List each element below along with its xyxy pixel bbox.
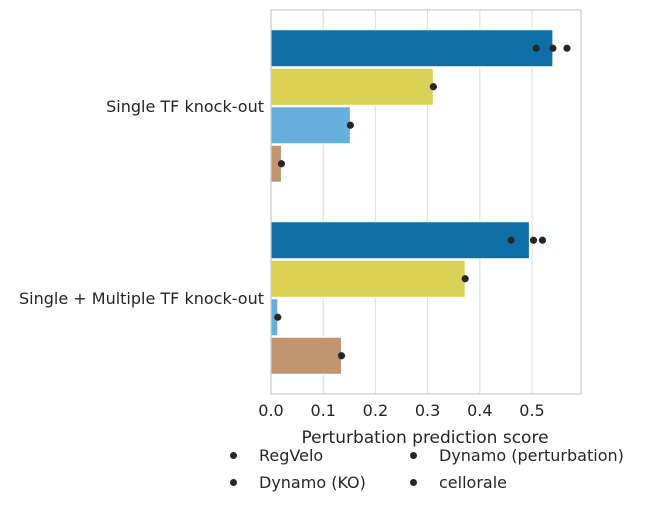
legend-label: Dynamo (perturbation) xyxy=(439,446,624,465)
data-point xyxy=(532,44,540,52)
legend-item-cellorale: cellorale xyxy=(410,473,507,492)
x-tick-labels: 0.0 0.1 0.2 0.3 0.4 0.5 xyxy=(258,401,544,420)
x-tick-label: 0.1 xyxy=(310,401,335,420)
data-point xyxy=(507,236,515,244)
legend-marker xyxy=(230,479,237,486)
x-tick-label: 0.5 xyxy=(519,401,544,420)
legend-item-dynamo-perturbation: Dynamo (perturbation) xyxy=(410,446,624,465)
data-point xyxy=(277,160,286,168)
bar xyxy=(270,221,530,260)
y-category-label: Single + Multiple TF knock-out xyxy=(19,289,264,308)
x-tick-label: 0.3 xyxy=(415,401,440,420)
y-category-label: Single TF knock-out xyxy=(106,97,264,116)
data-point xyxy=(461,275,469,283)
legend-item-regvelo: RegVelo xyxy=(230,446,323,465)
data-point xyxy=(563,44,571,52)
data-point xyxy=(538,236,547,244)
data-point xyxy=(274,313,282,321)
x-tick-label: 0.0 xyxy=(258,401,283,420)
bar xyxy=(270,67,434,106)
bars xyxy=(270,29,554,375)
legend-marker xyxy=(410,479,417,486)
bar xyxy=(270,259,466,298)
x-tick-label: 0.2 xyxy=(363,401,388,420)
data-point xyxy=(429,83,437,91)
bar xyxy=(270,29,554,68)
data-point xyxy=(549,44,557,52)
plot-frame xyxy=(270,9,582,395)
data-point xyxy=(346,121,354,129)
legend-marker xyxy=(230,452,237,459)
legend-label: RegVelo xyxy=(259,446,324,465)
bar xyxy=(270,336,342,375)
y-category-labels: Single TF knock-out Single + Multiple TF … xyxy=(19,97,264,308)
legend-item-dynamo-ko: Dynamo (KO) xyxy=(230,473,366,492)
legend-marker xyxy=(410,452,417,459)
legend-label: cellorale xyxy=(439,473,507,492)
data-point xyxy=(529,236,538,244)
x-axis-label: Perturbation prediction score xyxy=(301,428,548,448)
legend-label: Dynamo (KO) xyxy=(259,473,366,492)
x-tick-label: 0.4 xyxy=(467,401,492,420)
data-point xyxy=(337,352,346,360)
bar xyxy=(270,106,351,145)
points xyxy=(274,44,571,360)
grid-lines xyxy=(270,10,533,394)
